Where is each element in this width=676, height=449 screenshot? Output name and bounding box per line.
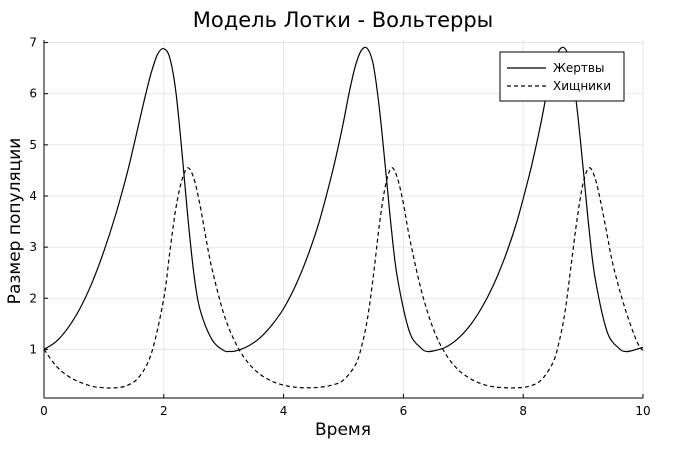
x-tick-label: 10 [635,404,650,418]
grid-layer [43,40,644,398]
x-axis-label: Время [315,420,371,440]
legend-box [499,51,625,102]
y-tick-label: 1 [29,342,37,356]
series-line-predators [43,167,644,389]
y-tick-label: 6 [29,87,37,101]
y-tick-label: 3 [29,240,37,254]
y-tick-label: 7 [29,36,37,50]
x-tick-label: 0 [40,404,48,418]
y-tick-label: 4 [29,189,37,203]
y-tick-label: 2 [29,291,37,305]
x-tick-label: 4 [280,404,288,418]
y-tick-label: 5 [29,138,37,152]
axes-layer [43,40,643,399]
x-tick-label: 8 [519,404,527,418]
legend-label-prey: Жертвы [553,61,604,75]
x-tick-label: 6 [400,404,408,418]
chart-title: Модель Лотки - Вольтерры [193,8,493,32]
legend-label-predators: Хищники [553,79,611,93]
y-axis-label: Размер популяции [5,138,25,305]
x-tick-label: 2 [160,404,168,418]
legend: Жертвы Хищники [499,51,625,102]
